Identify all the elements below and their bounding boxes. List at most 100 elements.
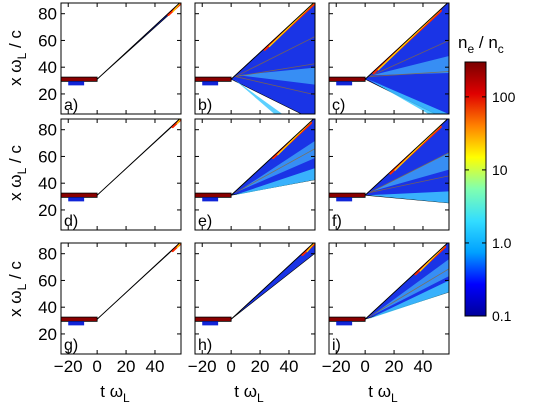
y-tick-label: 40 <box>38 58 57 77</box>
panel-label: c) <box>332 97 345 114</box>
foil-strip <box>61 316 98 322</box>
mid-density-band <box>372 55 449 76</box>
svg-text:x ωL / c: x ωL / c <box>6 30 29 86</box>
colorbar: 100 10 1.0 0.1 ne / nc <box>458 33 516 324</box>
panel-label: f) <box>332 213 342 230</box>
front-line <box>230 3 315 80</box>
panel-label: b) <box>198 97 212 114</box>
low-density-band <box>368 79 449 114</box>
panel-frame <box>60 2 182 115</box>
front-line <box>364 119 449 196</box>
mid-density-band <box>238 140 315 192</box>
svg-text:x ωL / c: x ωL / c <box>6 145 29 201</box>
y-tick-label: 60 <box>38 271 57 290</box>
y-axis-label-base: x ω <box>6 59 25 86</box>
y-axis-label-sub: L <box>15 52 29 59</box>
y-tick-label: 40 <box>38 298 57 317</box>
low-density-band <box>234 168 315 196</box>
front-line <box>364 3 449 80</box>
colorbar-ticks: 100 10 1.0 0.1 <box>465 89 516 324</box>
contour-line <box>369 175 449 193</box>
y-axis-label-base: x ω <box>6 174 25 201</box>
y-tick-label: 80 <box>38 245 57 264</box>
foil-blue-patch <box>336 197 353 202</box>
panel-frame <box>194 242 316 355</box>
y-axis-label-row-2: x ωL / c <box>6 145 29 201</box>
colorbar-tick-label: 1.0 <box>492 235 512 251</box>
y-tick-label: 60 <box>38 147 57 166</box>
panel-frame <box>328 242 450 355</box>
x-tick-label: 20 <box>385 357 404 376</box>
y-axis-label-tail: / c <box>6 261 25 284</box>
y-axis-label-row-3: x ωL / c <box>6 261 29 317</box>
yellow-front-streak <box>176 119 181 125</box>
y-tick-label: 80 <box>38 121 57 140</box>
panel-label: h) <box>198 337 212 354</box>
mid-density-band <box>238 67 315 85</box>
panel-frame <box>194 118 316 231</box>
y-axis-label-sub: L <box>15 283 29 290</box>
colorbar-gradient <box>464 61 487 317</box>
low-density-band <box>368 280 449 320</box>
x-axis-label-col-3: t ωL <box>368 382 398 405</box>
x-tick-label: 40 <box>414 357 433 376</box>
low-density-band <box>368 191 449 203</box>
front-line <box>96 243 181 320</box>
x-tick-label: 0 <box>92 357 101 376</box>
foil-strip <box>61 192 98 198</box>
panel-label: a) <box>64 97 78 114</box>
panel-d: d) <box>60 118 182 231</box>
panel-c: c) <box>328 2 450 115</box>
front-line <box>364 243 449 320</box>
panel-g: g) <box>60 242 182 355</box>
x-tick-label: −20 <box>322 357 351 376</box>
foil-strip <box>195 316 232 322</box>
colorbar-tick-label: 0.1 <box>492 308 512 324</box>
panel-e: e) <box>194 118 316 231</box>
contour-line <box>235 63 315 77</box>
panel-b: b) <box>194 2 316 115</box>
x-tick-label: 0 <box>360 357 369 376</box>
panel-i: i) <box>328 242 450 355</box>
x-axis-label-col-1: t ωL <box>100 382 130 405</box>
y-tick-label: 20 <box>38 201 57 220</box>
x-tick-label: 40 <box>280 357 299 376</box>
foil-strip <box>329 192 366 198</box>
foil-strip <box>195 76 232 82</box>
contour-line <box>235 148 315 193</box>
x-tick-label: 40 <box>146 357 165 376</box>
y-axis-label-sub: L <box>15 167 29 174</box>
low-density-band <box>234 79 283 114</box>
foil-blue-patch <box>202 81 219 86</box>
foil-blue-patch <box>202 197 219 202</box>
y-tick-label: 40 <box>38 174 57 193</box>
contour-line <box>369 71 449 77</box>
x-tick-label: 20 <box>117 357 136 376</box>
panel-frame <box>194 2 316 115</box>
foil-strip <box>329 316 366 322</box>
front-line <box>96 119 181 196</box>
colorbar-tick-label: 100 <box>492 89 516 105</box>
panel-label: e) <box>198 213 212 230</box>
y-axis-label-base: x ω <box>6 290 25 317</box>
contour-line <box>369 268 449 317</box>
y-tick-label: 20 <box>38 85 57 104</box>
front-line <box>96 3 181 80</box>
contour-line <box>235 76 315 96</box>
foil-strip <box>61 76 98 82</box>
y-axis-label-tail: / c <box>6 30 25 53</box>
panel-f: f) <box>328 118 450 231</box>
foil-strip <box>195 192 232 198</box>
panel-background <box>61 119 181 230</box>
y-axis-label-row-1: x ωL / c <box>6 30 29 86</box>
panels-layer: a) b) c) d) e) f) g) h) i) <box>60 2 450 355</box>
panel-label: i) <box>332 337 341 354</box>
svg-text:x ωL / c: x ωL / c <box>6 261 29 317</box>
foil-blue-patch <box>336 81 353 86</box>
front-line <box>230 119 315 196</box>
x-tick-label: −20 <box>188 357 217 376</box>
panel-background <box>61 243 181 354</box>
x-tick-label: 0 <box>226 357 235 376</box>
x-tick-label: −20 <box>54 357 83 376</box>
